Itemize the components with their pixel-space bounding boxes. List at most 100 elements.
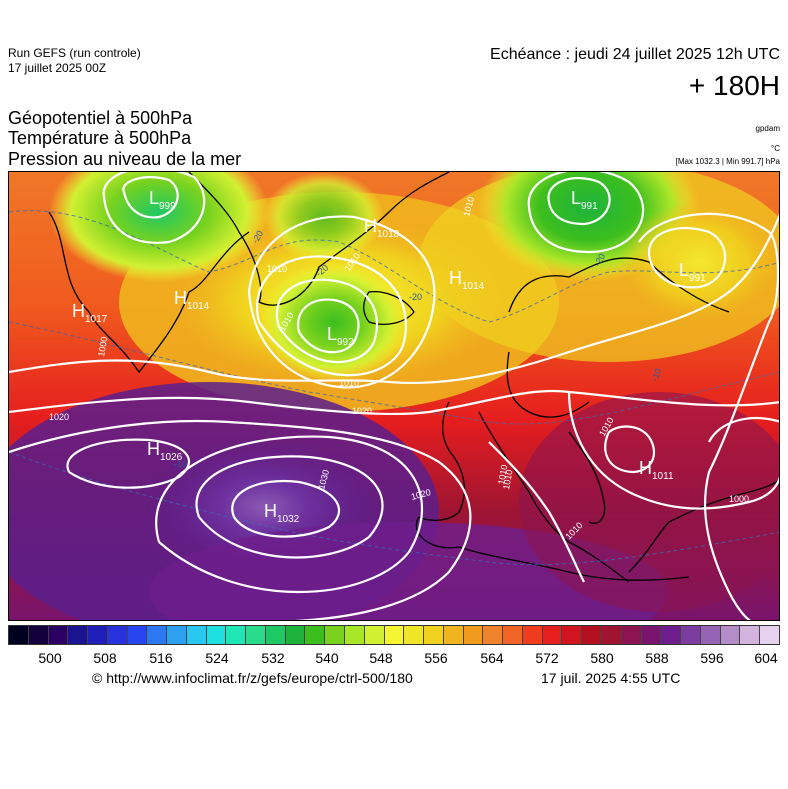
forecast-horizon: + 180H	[688, 70, 780, 101]
colorbar-swatch	[760, 626, 779, 644]
isobar-label: 1010	[496, 464, 509, 485]
generation-timestamp: 17 juil. 2025 4:55 UTC	[541, 670, 681, 686]
colorbar-swatch	[424, 626, 444, 644]
colorbar-tick-label: 596	[700, 650, 724, 666]
pressure-value: 1017	[85, 314, 108, 325]
colorbar-tick-label: 516	[149, 650, 173, 666]
isotherm-label: -20	[409, 292, 422, 302]
copyright-link[interactable]: © http://www.infoclimat.fr/z/gefs/europe…	[92, 670, 413, 686]
colorbar-tick-label: 532	[261, 650, 285, 666]
colorbar-tick-label: 604	[754, 650, 778, 666]
colorbar-swatch	[147, 626, 168, 644]
colorbar-swatch	[48, 626, 69, 644]
colorbar-ticks: 500 508 516 524 532 540 548 556 564 572 580 588 596 6…	[8, 650, 780, 668]
pressure-center: H 1014	[174, 288, 210, 312]
isobar-label: 1000	[729, 494, 749, 504]
isotherm-label: -10	[649, 367, 663, 383]
pressure-center: H 1032	[264, 501, 300, 525]
forecast-valid-time: Echéance : jeudi 24 juillet 2025 12h UTC	[490, 46, 780, 63]
pressure-center: L 991	[571, 188, 598, 212]
layer-title-temperature: Température à 500hPa	[8, 128, 192, 148]
isobar-label: 1010	[267, 264, 287, 274]
isobars	[9, 172, 779, 620]
colorbar-swatch	[9, 626, 29, 644]
pressure-value: 1014	[462, 281, 485, 292]
isobar-label: 1010	[339, 378, 359, 388]
unit-temperature: °C	[771, 144, 780, 153]
colorbar-tick-label: 548	[369, 650, 393, 666]
colorbar-tick-label: 508	[93, 650, 117, 666]
colorbar-tick-label: 524	[205, 650, 229, 666]
colorbar-swatch	[167, 626, 187, 644]
low-pressure-letter: L	[679, 260, 689, 280]
high-pressure-letter: H	[639, 458, 652, 478]
pressure-center: H 1014	[449, 268, 485, 292]
temperature-isotherms	[9, 210, 779, 566]
run-title: Run GEFS (run controle)	[8, 46, 141, 60]
colorbar-swatch	[88, 626, 108, 644]
high-pressure-letter: H	[174, 288, 187, 308]
colorbar-swatch	[443, 626, 464, 644]
colorbar-swatch	[483, 626, 504, 644]
unit-geopotential: gpdam	[755, 124, 780, 133]
weather-map: L 999 H 1018 L 992 H 1014 L 991 L 991 H 1014 H 1017 H 102…	[8, 171, 780, 621]
pressure-center: H 1017	[72, 301, 108, 325]
colorbar-swatch	[384, 626, 405, 644]
layer-title-geopotential: Géopotentiel à 500hPa	[8, 108, 193, 128]
high-pressure-letter: H	[449, 268, 462, 288]
colorbar-tick-label: 588	[645, 650, 669, 666]
colorbar-swatch	[364, 626, 385, 644]
pressure-center: H 1011	[639, 458, 674, 482]
colorbar-tick-label: 500	[38, 650, 62, 666]
colorbar-swatch	[621, 626, 642, 644]
pressure-center: L 991	[679, 260, 706, 284]
colorbar-swatch	[186, 626, 207, 644]
colorbar-swatch	[206, 626, 227, 644]
colorbar-tick-label: 556	[424, 650, 448, 666]
layer-title-pressure: Pression au niveau de la mer	[8, 149, 242, 169]
pressure-value: 991	[581, 201, 598, 212]
pressure-value: 992	[337, 337, 354, 348]
colorbar-swatch	[601, 626, 622, 644]
isobar-label: 1020	[352, 406, 372, 416]
colorbar	[8, 625, 780, 645]
colorbar-swatch	[503, 626, 523, 644]
colorbar-tick-label: 564	[480, 650, 504, 666]
colorbar-swatch	[740, 626, 761, 644]
pressure-value: 1032	[277, 514, 300, 525]
colorbar-swatch	[285, 626, 306, 644]
high-pressure-letter: H	[264, 501, 277, 521]
colorbar-swatch	[68, 626, 89, 644]
colorbar-swatch	[246, 626, 266, 644]
unit-pressure-range: [Max 1032.3 | Min 991.7] hPa	[675, 157, 780, 166]
colorbar-swatch	[463, 626, 484, 644]
pressure-value: 1011	[652, 471, 674, 482]
colorbar-swatch	[28, 626, 49, 644]
colorbar-tick-label: 572	[535, 650, 559, 666]
isobar-label: 1000	[96, 336, 109, 357]
colorbar-swatch	[107, 626, 128, 644]
pressure-center: L 992	[327, 324, 354, 348]
colorbar-swatch	[641, 626, 662, 644]
colorbar-swatch	[522, 626, 543, 644]
pressure-value: 991	[689, 273, 706, 284]
pressure-center: H 1026	[147, 439, 183, 463]
colorbar-swatch	[562, 626, 583, 644]
colorbar-swatch	[700, 626, 721, 644]
colorbar-swatch	[582, 626, 602, 644]
low-pressure-letter: L	[571, 188, 581, 208]
colorbar-swatch	[265, 626, 286, 644]
run-date: 17 juillet 2025 00Z	[8, 61, 107, 75]
colorbar-swatch	[542, 626, 563, 644]
pressure-center: H 1018	[364, 216, 400, 240]
high-pressure-letter: H	[147, 439, 160, 459]
isobar-label: 1010	[501, 469, 514, 490]
colorbar-tick-label: 580	[590, 650, 614, 666]
isobar-label: 1020	[49, 412, 69, 422]
pressure-value: 1026	[160, 452, 183, 463]
high-pressure-letter: H	[364, 216, 377, 236]
colorbar-swatch	[681, 626, 701, 644]
colorbar-swatch	[661, 626, 682, 644]
